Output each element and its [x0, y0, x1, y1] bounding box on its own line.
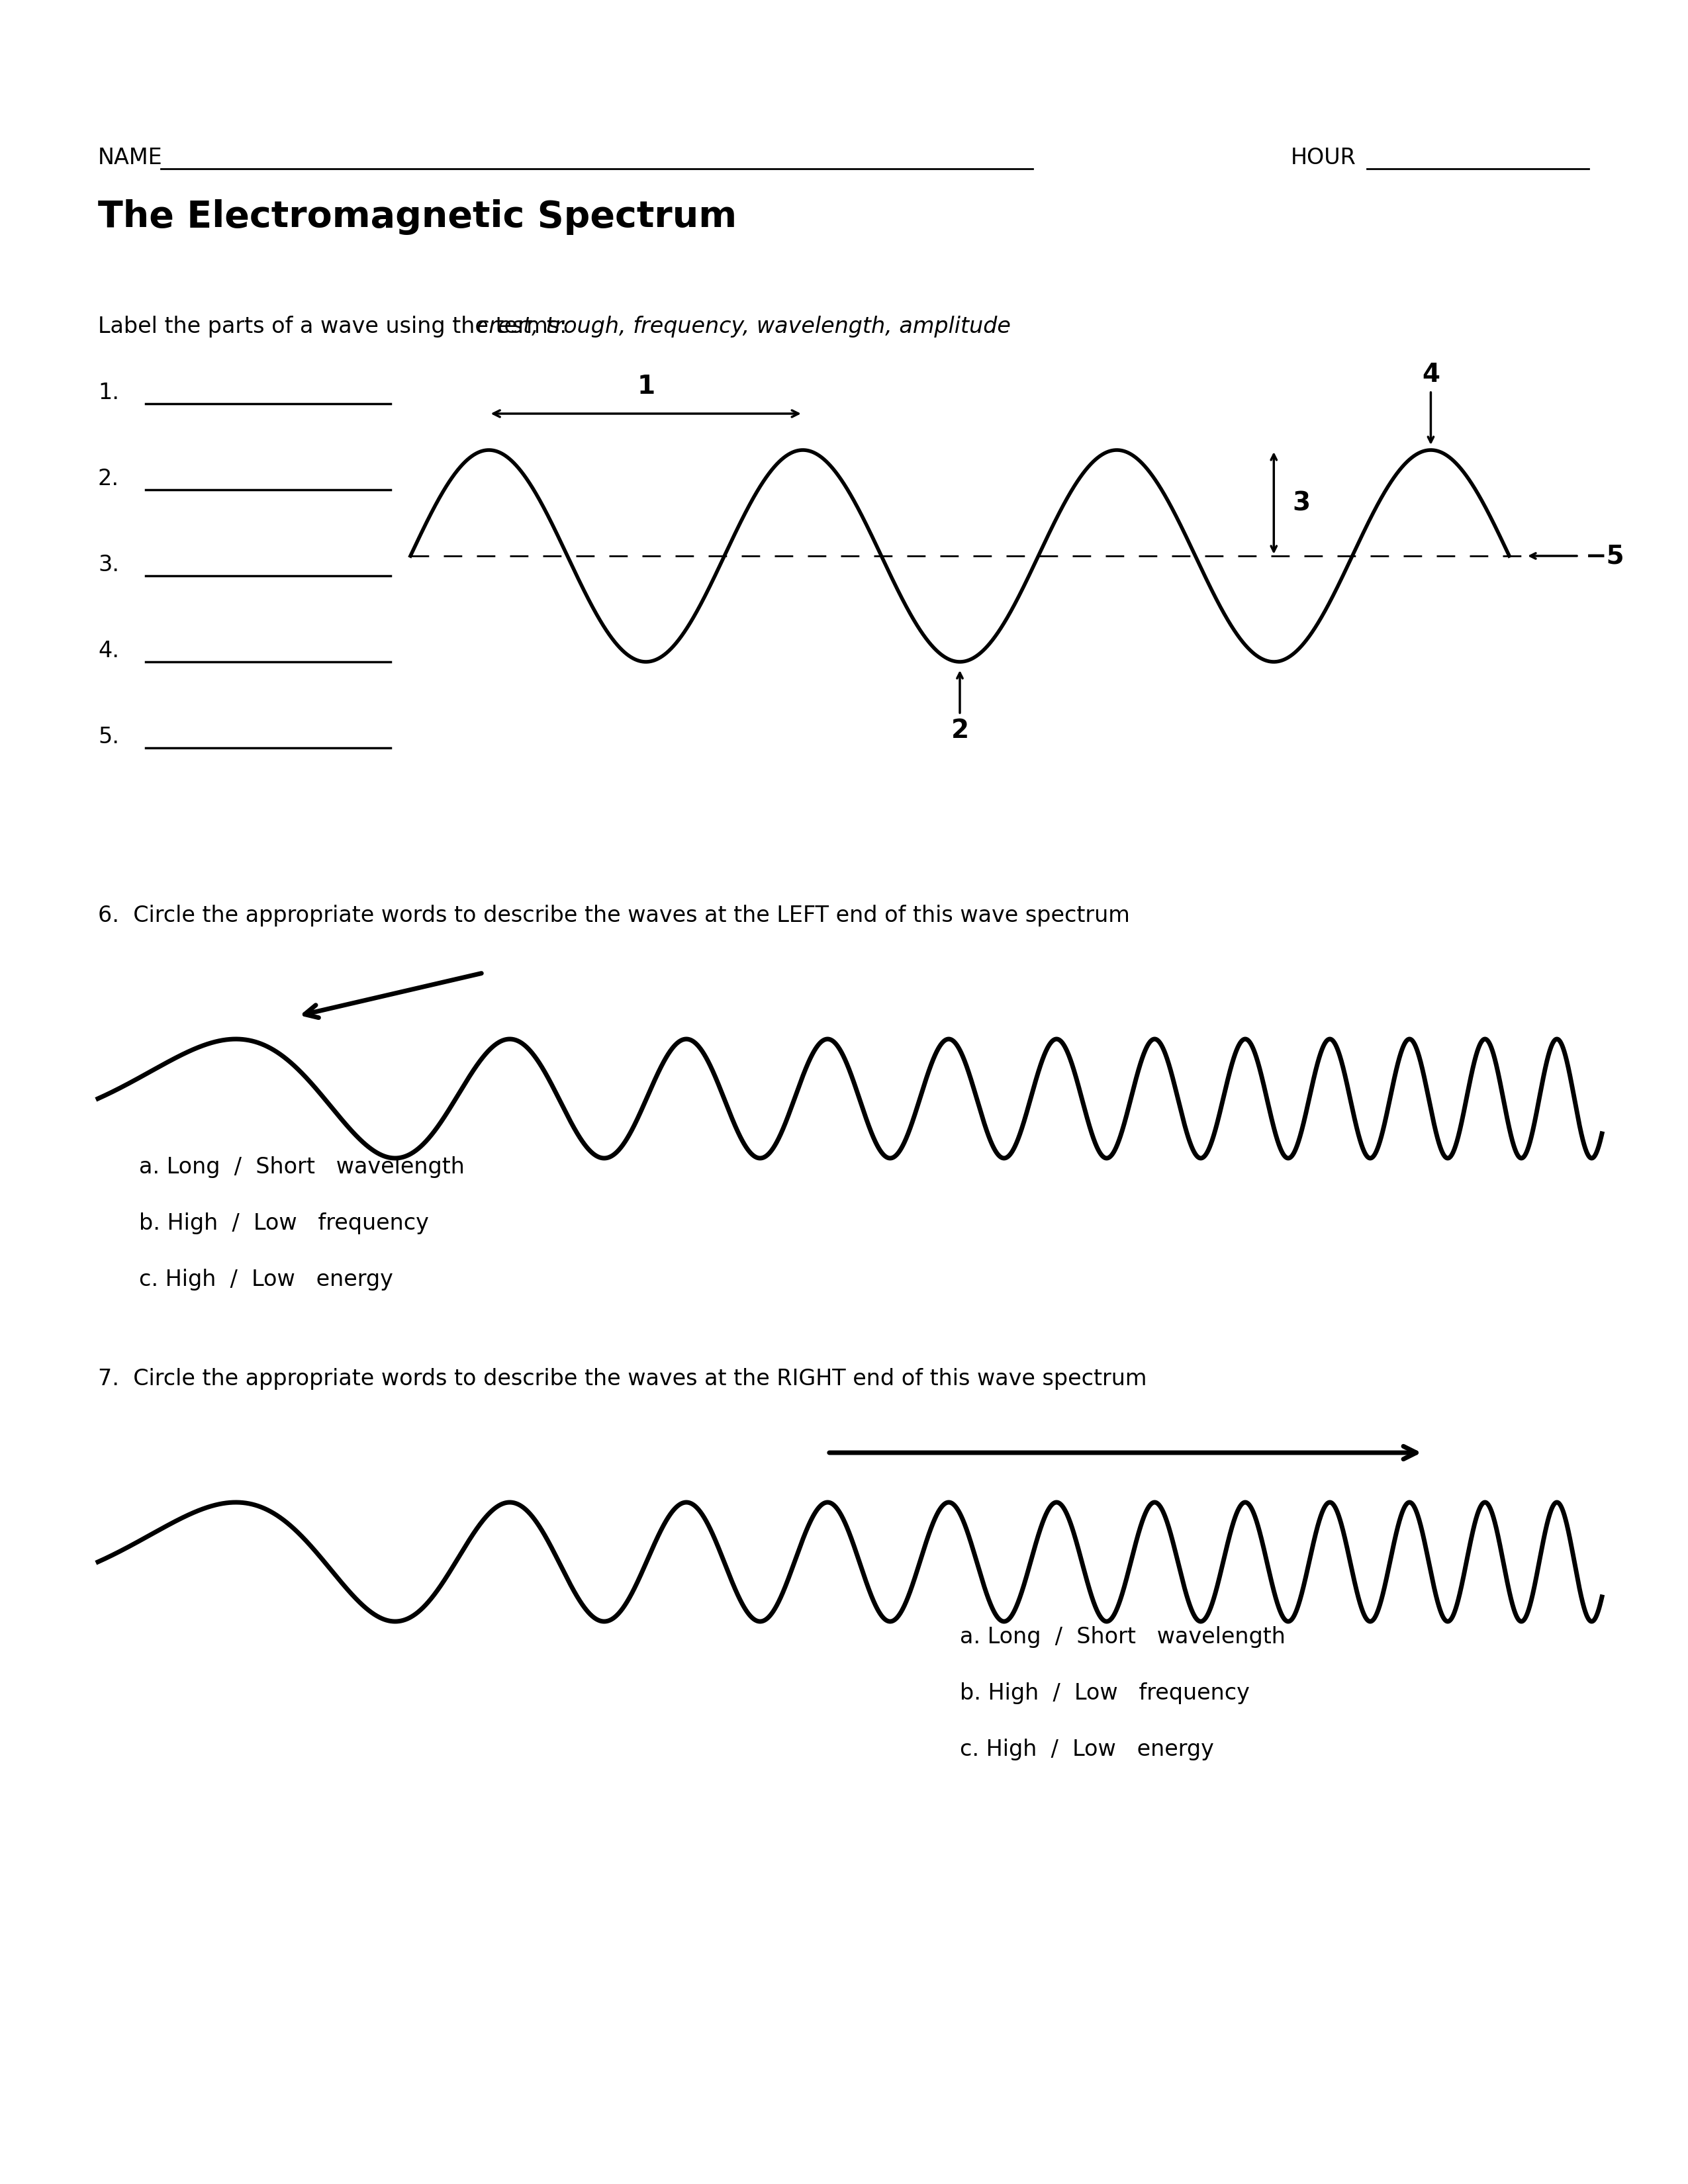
Text: 3.: 3.	[98, 555, 120, 577]
Text: 1.: 1.	[98, 382, 120, 404]
Text: 7.  Circle the appropriate words to describe the waves at the RIGHT end of this : 7. Circle the appropriate words to descr…	[98, 1367, 1146, 1389]
Text: NAME: NAME	[98, 146, 162, 168]
Text: b. High  /  Low   frequency: b. High / Low frequency	[960, 1682, 1249, 1704]
Text: c. High  /  Low   energy: c. High / Low energy	[960, 1738, 1214, 1760]
Text: 2: 2	[950, 719, 969, 743]
Text: Label the parts of a wave using the terms:: Label the parts of a wave using the term…	[98, 317, 581, 339]
Text: 5.: 5.	[98, 725, 120, 747]
Text: c. High  /  Low   energy: c. High / Low energy	[138, 1269, 393, 1291]
Text: The Electromagnetic Spectrum: The Electromagnetic Spectrum	[98, 199, 738, 236]
Text: 3: 3	[1293, 491, 1310, 515]
Text: a. Long  /  Short   wavelength: a. Long / Short wavelength	[138, 1155, 464, 1177]
Text: a. Long  /  Short   wavelength: a. Long / Short wavelength	[960, 1627, 1286, 1649]
Text: 4.: 4.	[98, 640, 120, 662]
Text: 2.: 2.	[98, 467, 120, 489]
Text: crest, trough, frequency, wavelength, amplitude: crest, trough, frequency, wavelength, am…	[476, 317, 1011, 339]
Text: 6.  Circle the appropriate words to describe the waves at the LEFT end of this w: 6. Circle the appropriate words to descr…	[98, 904, 1129, 926]
Text: HOUR: HOUR	[1291, 146, 1355, 168]
Text: 1: 1	[636, 373, 655, 400]
Text: 4: 4	[1421, 363, 1440, 387]
Text: −5: −5	[1585, 544, 1626, 568]
Text: b. High  /  Low   frequency: b. High / Low frequency	[138, 1212, 429, 1234]
